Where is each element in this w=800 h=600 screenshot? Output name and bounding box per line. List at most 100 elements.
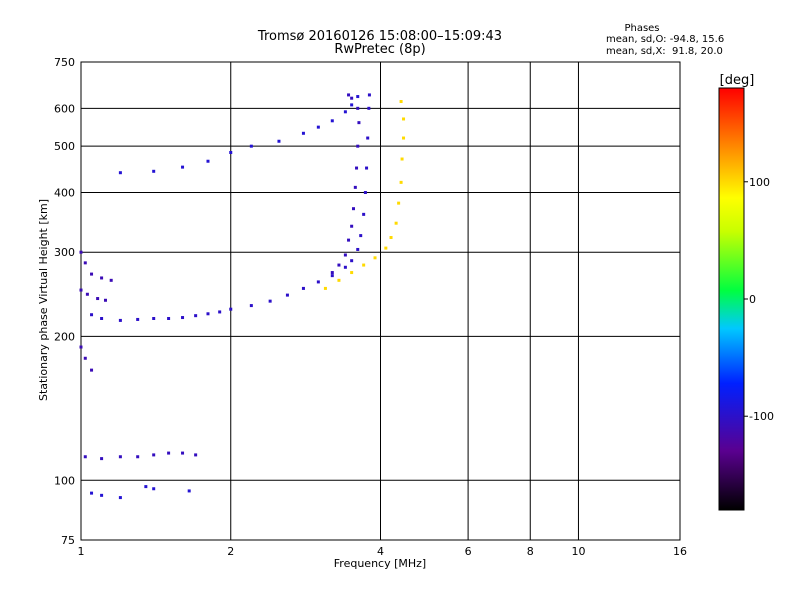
echo-point xyxy=(83,261,87,265)
echo-point xyxy=(194,453,198,457)
x-tick-label: 1 xyxy=(78,545,85,558)
echo-point xyxy=(343,265,347,269)
echo-point xyxy=(85,292,89,296)
echo-point xyxy=(347,93,351,97)
echo-point xyxy=(181,165,185,169)
echo-point xyxy=(366,136,370,140)
x-axis-ticks: 1 2 4 6 8 10 16 xyxy=(78,545,688,558)
echo-point xyxy=(365,166,369,170)
echo-point xyxy=(100,276,104,280)
echo-point xyxy=(362,212,366,216)
echo-point xyxy=(301,131,305,135)
y-tick-label: 300 xyxy=(54,246,75,259)
echo-point xyxy=(343,253,347,257)
echo-point xyxy=(337,278,341,282)
echo-point xyxy=(359,234,363,238)
echo-point xyxy=(90,272,94,276)
colorbar-tick-label: -100 xyxy=(749,410,774,423)
echo-point xyxy=(268,299,272,303)
echo-point xyxy=(402,117,406,121)
echo-point xyxy=(397,201,401,205)
chart-subtitle: RwPretec (8p) xyxy=(334,42,425,57)
y-tick-label: 600 xyxy=(54,102,75,115)
echo-point xyxy=(353,185,357,189)
colorbar-ticks: 100 0 -100 xyxy=(744,176,774,423)
colorbar xyxy=(718,87,745,511)
echo-point xyxy=(350,271,354,275)
echo-point xyxy=(249,304,253,308)
echo-point xyxy=(152,316,156,320)
echo-point xyxy=(90,313,94,317)
chart-title: Tromsø 20160126 15:08:00–15:09:43 xyxy=(257,29,502,44)
echo-point xyxy=(83,356,87,360)
echo-point xyxy=(356,106,360,110)
y-tick-label: 100 xyxy=(54,474,75,487)
echo-point xyxy=(194,314,198,318)
echo-point xyxy=(79,345,83,349)
echo-point xyxy=(118,171,122,175)
echo-point xyxy=(357,121,361,125)
echo-point xyxy=(337,263,341,267)
echo-point xyxy=(90,368,94,372)
echo-point xyxy=(343,110,347,114)
echo-points xyxy=(79,93,406,500)
echo-point xyxy=(367,106,371,110)
echo-point xyxy=(330,274,334,278)
echo-point xyxy=(373,256,377,260)
echo-point xyxy=(181,451,185,455)
echo-point xyxy=(350,103,354,107)
echo-point xyxy=(79,250,83,254)
echo-point xyxy=(330,271,334,275)
y-tick-label: 400 xyxy=(54,186,75,199)
stats-line-x: mean, sd,X: 91.8, 20.0 xyxy=(606,46,723,57)
y-tick-label: 750 xyxy=(54,56,75,69)
grid-lines xyxy=(81,62,680,540)
echo-point xyxy=(96,297,100,301)
y-axis-ticks: 75 100 200 300 400 500 600 750 xyxy=(54,56,75,547)
x-tick-label: 6 xyxy=(465,545,472,558)
y-tick-label: 500 xyxy=(54,140,75,153)
echo-point xyxy=(229,307,233,311)
echo-point xyxy=(389,236,393,240)
echo-point xyxy=(167,316,171,320)
echo-point xyxy=(136,455,140,459)
echo-point xyxy=(330,119,334,123)
stats-heading: Phases xyxy=(624,23,659,34)
echo-point xyxy=(100,457,104,461)
echo-point xyxy=(229,150,233,154)
echo-point xyxy=(301,286,305,290)
echo-point xyxy=(181,316,185,320)
echo-point xyxy=(152,169,156,173)
echo-point xyxy=(356,144,360,148)
echo-point xyxy=(316,125,320,129)
echo-point xyxy=(399,180,403,184)
echo-point xyxy=(355,166,359,170)
x-tick-label: 10 xyxy=(571,545,585,558)
echo-point xyxy=(136,317,140,321)
echo-point xyxy=(384,246,388,250)
echo-point xyxy=(351,207,355,211)
echo-point xyxy=(362,263,366,267)
echo-point xyxy=(152,453,156,457)
echo-point xyxy=(350,224,354,228)
echo-point xyxy=(109,278,113,282)
echo-point xyxy=(285,293,289,297)
x-tick-label: 2 xyxy=(227,545,234,558)
echo-point xyxy=(152,487,156,491)
echo-point xyxy=(316,280,320,284)
y-tick-label: 200 xyxy=(54,330,75,343)
echo-point xyxy=(103,298,107,302)
x-tick-label: 4 xyxy=(377,545,384,558)
echo-point xyxy=(83,455,87,459)
echo-point xyxy=(399,100,403,104)
y-tick-label: 75 xyxy=(61,534,75,547)
x-axis-label: Frequency [MHz] xyxy=(334,557,426,570)
colorbar-tick-label: 100 xyxy=(749,176,770,189)
echo-point xyxy=(90,491,94,495)
echo-point xyxy=(363,190,367,194)
x-tick-label: 16 xyxy=(673,545,687,558)
echo-point xyxy=(218,310,222,314)
echo-point xyxy=(206,159,210,163)
echo-point xyxy=(356,247,360,251)
echo-point xyxy=(100,493,104,497)
